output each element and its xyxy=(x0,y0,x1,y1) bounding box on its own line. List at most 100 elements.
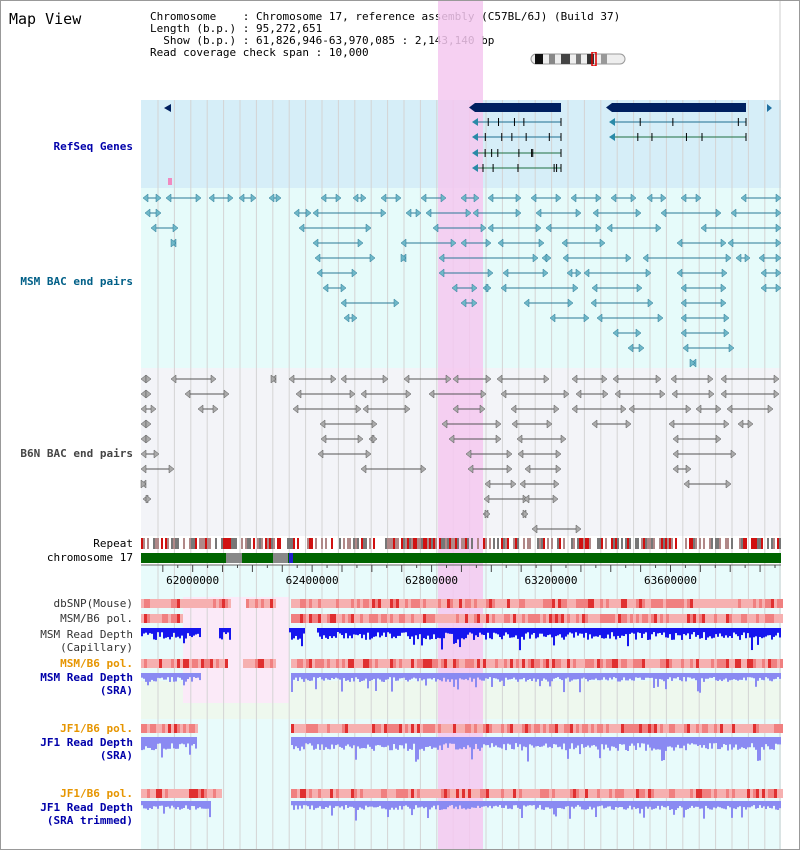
snp-bar xyxy=(153,659,156,668)
snp-bar xyxy=(543,599,546,608)
snp-bar xyxy=(336,724,339,733)
repeat-block xyxy=(453,538,455,549)
snp-bar xyxy=(420,724,423,733)
depth-bar xyxy=(165,673,167,680)
depth-bar xyxy=(413,673,415,678)
depth-bar xyxy=(561,673,563,681)
depth-bar xyxy=(349,737,351,747)
repeat-block xyxy=(249,538,251,549)
depth-bar xyxy=(417,737,419,760)
depth-bar xyxy=(705,673,707,679)
snp-bar xyxy=(573,659,576,668)
snp-bar xyxy=(642,724,645,733)
track-label-msm-bac[interactable]: MSM BAC end pairs xyxy=(20,275,133,288)
depth-bar xyxy=(157,628,159,633)
depth-bar xyxy=(191,673,193,682)
snp-bar xyxy=(168,789,171,798)
depth-bar xyxy=(567,801,569,807)
snp-bar xyxy=(477,724,480,733)
snp-bar xyxy=(291,789,294,798)
snp-bar xyxy=(459,599,462,608)
snp-bar xyxy=(249,599,252,608)
snp-bar xyxy=(480,724,483,733)
depth-bar xyxy=(155,801,157,807)
snp-bar xyxy=(585,614,588,623)
depth-bar xyxy=(591,673,593,680)
depth-bar xyxy=(307,673,309,681)
msm-bac-end xyxy=(293,208,300,218)
depth-bar xyxy=(695,737,697,745)
snp-bar xyxy=(459,789,462,798)
depth-bar xyxy=(481,628,483,635)
snp-bar xyxy=(144,659,147,668)
snp-bar xyxy=(648,659,651,668)
depth-bar xyxy=(465,628,467,639)
depth-bar xyxy=(195,737,197,749)
b6n-bac-end xyxy=(465,449,472,459)
depth-bar xyxy=(513,673,515,678)
depth-bar xyxy=(603,673,605,678)
msm-bac-end xyxy=(250,193,257,203)
depth-bar xyxy=(403,737,405,749)
snp-bar xyxy=(513,724,516,733)
msm-bac-end xyxy=(660,193,667,203)
snp-bar xyxy=(498,659,501,668)
depth-bar xyxy=(663,673,665,682)
snp-bar xyxy=(225,659,228,668)
depth-bar xyxy=(291,673,293,692)
snp-bar xyxy=(666,599,669,608)
snp-bar xyxy=(477,659,480,668)
repeat-block xyxy=(415,538,417,549)
b6n-bac-end xyxy=(140,464,147,474)
refseq-label: RefSeq Genes xyxy=(53,140,133,153)
snp-bar xyxy=(426,614,429,623)
track-label-refseq[interactable]: RefSeq Genes xyxy=(54,140,133,153)
snp-bar xyxy=(534,599,537,608)
depth-bar xyxy=(737,801,739,808)
depth-bar xyxy=(739,673,741,680)
track-label-b6n-bac[interactable]: B6N BAC end pairs xyxy=(20,447,133,460)
depth-bar xyxy=(493,673,495,679)
depth-bar xyxy=(293,673,295,680)
snp-bar xyxy=(309,599,312,608)
depth-bar xyxy=(597,628,599,637)
msm-bac-end xyxy=(438,253,445,263)
chromosome-ideogram[interactable] xyxy=(529,52,627,66)
b6n-bac-end xyxy=(614,389,621,399)
snp-bar xyxy=(141,599,144,608)
snp-bar xyxy=(180,659,183,668)
snp-bar xyxy=(741,789,744,798)
snp-bar xyxy=(738,724,741,733)
snp-bar xyxy=(156,789,159,798)
snp-bar xyxy=(714,789,717,798)
snp-bar xyxy=(609,659,612,668)
depth-bar xyxy=(625,673,627,681)
snp-bar xyxy=(771,614,774,623)
depth-bar xyxy=(497,628,499,635)
depth-bar xyxy=(313,801,315,810)
depth-bar xyxy=(747,737,749,748)
track-label-msm-b6-pol-1: MSM/B6 pol. xyxy=(60,612,133,625)
b6n-bac-end xyxy=(671,389,678,399)
msm-bac-end xyxy=(515,208,522,218)
msm-bac-end xyxy=(723,328,730,338)
depth-bar xyxy=(551,628,553,638)
depth-bar xyxy=(619,801,621,808)
snp-bar xyxy=(762,659,765,668)
repeat-block xyxy=(627,538,629,549)
snp-bar xyxy=(369,659,372,668)
depth-bar xyxy=(167,673,169,678)
snp-bar xyxy=(750,724,753,733)
depth-bar xyxy=(709,737,711,744)
msm-bac-end xyxy=(298,223,305,233)
b6n-bac-end xyxy=(317,449,324,459)
gene-marker xyxy=(168,178,172,185)
snp-bar xyxy=(336,659,339,668)
repeat-block xyxy=(229,538,231,549)
depth-bar xyxy=(529,801,531,806)
repeat-block xyxy=(221,538,223,549)
depth-bar xyxy=(381,628,383,636)
snp-bar xyxy=(681,599,684,608)
depth-bar xyxy=(647,673,649,678)
